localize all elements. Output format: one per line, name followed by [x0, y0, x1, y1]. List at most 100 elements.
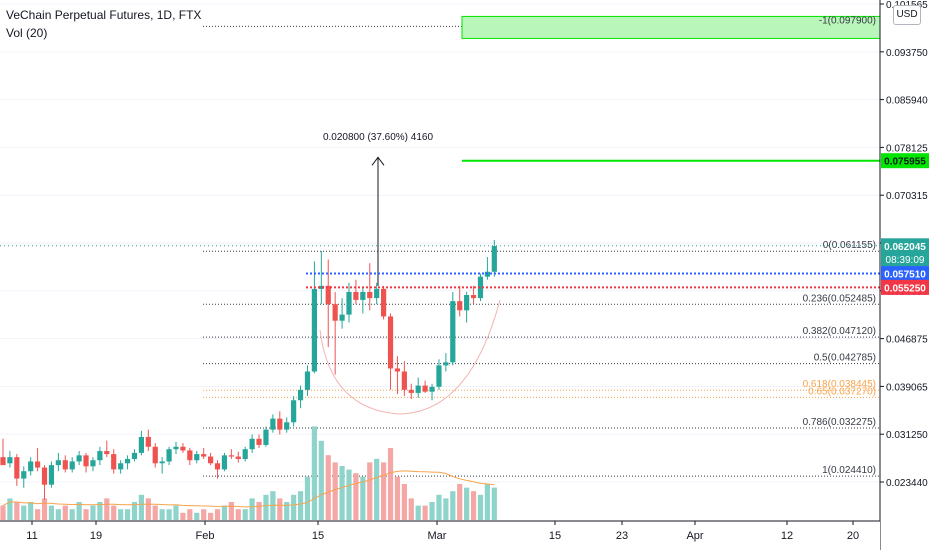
- candle[interactable]: [235, 451, 241, 463]
- candle[interactable]: [214, 460, 221, 479]
- candle[interactable]: [201, 447, 207, 459]
- candle[interactable]: [339, 298, 345, 329]
- candle[interactable]: [124, 455, 131, 470]
- volume-bar: [28, 502, 34, 520]
- candle[interactable]: [138, 430, 144, 456]
- candle[interactable]: [408, 383, 414, 400]
- candle[interactable]: [422, 380, 428, 393]
- candle[interactable]: [14, 454, 20, 486]
- candlestick-series[interactable]: [0, 239, 497, 500]
- candle[interactable]: [401, 361, 407, 396]
- time-tick-label: 11: [26, 530, 37, 542]
- candle[interactable]: [221, 452, 228, 472]
- currency-button[interactable]: USD: [893, 5, 921, 25]
- candle[interactable]: [152, 443, 158, 468]
- candle[interactable]: [353, 279, 359, 305]
- candle-body: [401, 371, 407, 390]
- volume-bar: [401, 484, 407, 520]
- candle[interactable]: [263, 426, 269, 447]
- candle[interactable]: [374, 282, 380, 305]
- candle[interactable]: [180, 443, 186, 453]
- candle[interactable]: [83, 452, 89, 473]
- candle[interactable]: [318, 250, 324, 305]
- candle[interactable]: [159, 457, 165, 474]
- measure-tool[interactable]: 0.020800 (37.60%) 4160: [323, 132, 434, 286]
- volume-bar: [152, 505, 158, 520]
- candle[interactable]: [429, 383, 435, 401]
- candle[interactable]: [208, 452, 214, 466]
- candle[interactable]: [111, 449, 117, 474]
- price-badge: 0.057510: [881, 266, 929, 282]
- volume-bar: [124, 509, 131, 520]
- candle[interactable]: [381, 285, 387, 320]
- measure-label: 0.020800 (37.60%) 4160: [323, 132, 434, 143]
- candle[interactable]: [104, 440, 110, 458]
- candle[interactable]: [256, 434, 262, 448]
- candle[interactable]: [311, 261, 317, 374]
- candle[interactable]: [194, 451, 200, 464]
- fib-retracement[interactable]: 0(0.061155) 0.236(0.052485) 0.382(0.047120…: [203, 15, 881, 477]
- candle[interactable]: [477, 273, 484, 302]
- price-badge-value: 0.062045: [884, 242, 926, 253]
- candle[interactable]: [443, 353, 449, 372]
- volume-bar: [62, 505, 68, 520]
- candle[interactable]: [131, 449, 138, 462]
- candle[interactable]: [228, 449, 234, 459]
- candle[interactable]: [457, 285, 463, 317]
- candle[interactable]: [21, 466, 27, 488]
- candle[interactable]: [187, 447, 193, 466]
- candle[interactable]: [69, 457, 75, 473]
- candle[interactable]: [76, 451, 82, 466]
- candle[interactable]: [118, 460, 124, 474]
- candle[interactable]: [291, 395, 297, 427]
- candle-body: [235, 456, 241, 459]
- candle[interactable]: [270, 414, 276, 433]
- candle[interactable]: [145, 429, 151, 452]
- candle[interactable]: [436, 359, 442, 390]
- candle[interactable]: [367, 263, 373, 311]
- candle[interactable]: [277, 411, 283, 435]
- volume-bar: [408, 498, 414, 520]
- candle[interactable]: [450, 291, 456, 366]
- time-axis[interactable]: 11 19 Feb 15 Mar 15 23 Apr 12 20: [26, 521, 859, 542]
- candle[interactable]: [166, 446, 172, 466]
- candle[interactable]: [332, 291, 338, 375]
- volume-bar: [118, 509, 124, 520]
- candle[interactable]: [28, 457, 34, 476]
- volume-bar: [35, 509, 41, 520]
- candle[interactable]: [325, 259, 331, 348]
- candle[interactable]: [41, 465, 48, 500]
- volume-bar: [353, 473, 359, 520]
- candle[interactable]: [0, 438, 6, 466]
- candle[interactable]: [394, 356, 401, 395]
- measure-arrow-head: [371, 156, 385, 166]
- candle[interactable]: [90, 457, 96, 472]
- candle[interactable]: [284, 417, 290, 433]
- candle[interactable]: [55, 452, 61, 472]
- candle[interactable]: [48, 461, 55, 488]
- candle[interactable]: [304, 365, 311, 396]
- volume-bar: [145, 498, 151, 520]
- candle[interactable]: [249, 434, 255, 453]
- candle[interactable]: [297, 385, 304, 409]
- candle[interactable]: [464, 291, 470, 323]
- candle[interactable]: [7, 451, 13, 468]
- volume-indicator-label[interactable]: Vol (20): [6, 26, 48, 40]
- candle[interactable]: [360, 287, 366, 314]
- candle[interactable]: [415, 377, 421, 398]
- candle[interactable]: [97, 446, 103, 466]
- candle[interactable]: [35, 447, 41, 472]
- candle[interactable]: [491, 239, 497, 277]
- volume-bar: [242, 509, 248, 520]
- candle-body: [470, 295, 477, 299]
- candle[interactable]: [387, 313, 394, 390]
- candle[interactable]: [470, 285, 477, 305]
- candle[interactable]: [346, 282, 352, 323]
- fib-level-label: 0.786(0.032275): [803, 417, 876, 428]
- candle[interactable]: [242, 446, 248, 462]
- candle[interactable]: [62, 455, 68, 473]
- horizontal-levels[interactable]: [0, 159, 880, 289]
- candle[interactable]: [173, 441, 179, 455]
- fib-level-label: 0.5(0.042785): [814, 353, 876, 364]
